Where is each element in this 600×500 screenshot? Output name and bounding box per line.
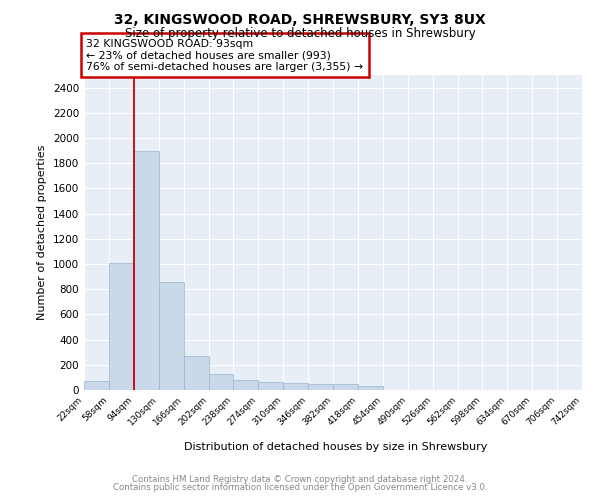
Bar bbox=[333, 384, 358, 390]
Text: Size of property relative to detached houses in Shrewsbury: Size of property relative to detached ho… bbox=[125, 28, 475, 40]
Text: 32 KINGSWOOD ROAD: 93sqm
← 23% of detached houses are smaller (993)
76% of semi-: 32 KINGSWOOD ROAD: 93sqm ← 23% of detach… bbox=[86, 38, 364, 72]
Text: Contains public sector information licensed under the Open Government Licence v3: Contains public sector information licen… bbox=[113, 484, 487, 492]
Bar bbox=[159, 282, 184, 390]
Text: Distribution of detached houses by size in Shrewsbury: Distribution of detached houses by size … bbox=[184, 442, 488, 452]
Bar bbox=[283, 383, 308, 390]
Bar bbox=[209, 374, 233, 390]
Bar bbox=[84, 380, 109, 390]
Bar bbox=[184, 356, 209, 390]
Bar bbox=[358, 386, 383, 390]
Bar bbox=[308, 384, 333, 390]
Text: 32, KINGSWOOD ROAD, SHREWSBURY, SY3 8UX: 32, KINGSWOOD ROAD, SHREWSBURY, SY3 8UX bbox=[114, 12, 486, 26]
Bar bbox=[134, 150, 159, 390]
Y-axis label: Number of detached properties: Number of detached properties bbox=[37, 145, 47, 320]
Text: Contains HM Land Registry data © Crown copyright and database right 2024.: Contains HM Land Registry data © Crown c… bbox=[132, 475, 468, 484]
Bar bbox=[259, 382, 283, 390]
Bar bbox=[109, 262, 134, 390]
Bar bbox=[233, 380, 259, 390]
